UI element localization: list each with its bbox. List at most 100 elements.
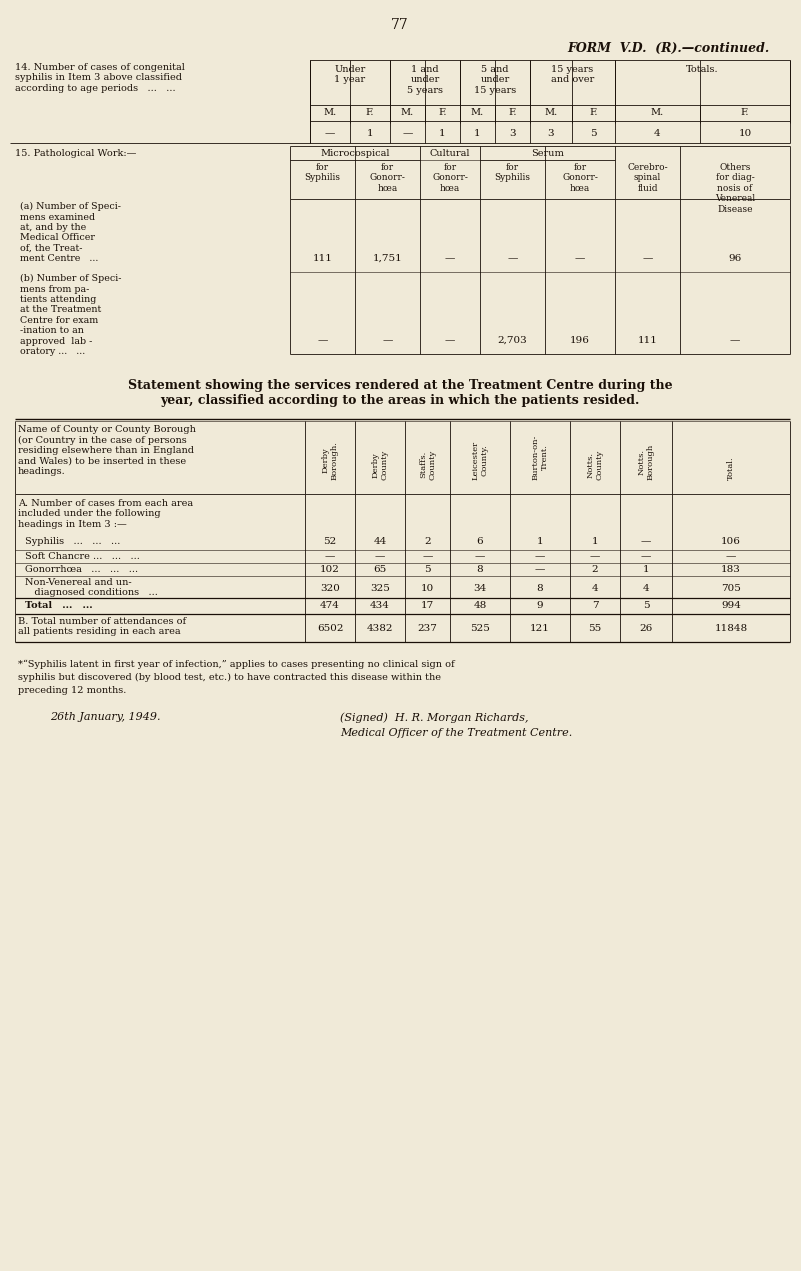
Text: 106: 106 (721, 538, 741, 547)
Text: Staffs.
County: Staffs. County (419, 450, 436, 480)
Text: 11848: 11848 (714, 624, 747, 633)
Text: —: — (445, 336, 455, 344)
Text: Serum: Serum (531, 149, 564, 158)
Text: 14. Number of cases of congenital
syphilis in Item 3 above classified
according : 14. Number of cases of congenital syphil… (15, 64, 185, 93)
Text: 4: 4 (592, 583, 598, 594)
Text: 9: 9 (537, 601, 543, 610)
Text: Medical Officer of the Treatment Centre.: Medical Officer of the Treatment Centre. (340, 728, 572, 738)
Text: year, classified according to the areas in which the patients resided.: year, classified according to the areas … (160, 394, 640, 407)
Text: 474: 474 (320, 601, 340, 610)
Text: —: — (507, 254, 517, 263)
Text: Syphilis   ...   ...   ...: Syphilis ... ... ... (25, 538, 120, 547)
Text: 320: 320 (320, 583, 340, 594)
Text: 1,751: 1,751 (372, 254, 402, 263)
Text: *“Syphilis latent in first year of infection,” applies to cases presenting no cl: *“Syphilis latent in first year of infec… (18, 660, 455, 670)
Text: 1: 1 (592, 538, 598, 547)
Text: —: — (475, 552, 485, 561)
Text: for
Gonorr-
hœa: for Gonorr- hœa (432, 163, 468, 193)
Text: 1: 1 (642, 566, 650, 574)
Text: F.: F. (509, 108, 517, 117)
Text: 8: 8 (537, 583, 543, 594)
Text: 1 and
under
5 years: 1 and under 5 years (407, 65, 443, 95)
Text: F.: F. (438, 108, 447, 117)
Text: M.: M. (545, 108, 557, 117)
Text: 3: 3 (548, 128, 554, 139)
Text: F.: F. (366, 108, 374, 117)
Text: Notts.
County: Notts. County (586, 450, 604, 480)
Text: Notts.
Borough: Notts. Borough (638, 444, 654, 480)
Text: 65: 65 (373, 566, 387, 574)
Text: 5: 5 (425, 566, 431, 574)
Text: 6502: 6502 (316, 624, 344, 633)
Text: M.: M. (324, 108, 336, 117)
Text: —: — (325, 128, 335, 139)
Text: Microcospical: Microcospical (320, 149, 390, 158)
Text: 4: 4 (654, 128, 661, 139)
Text: for
Gonorr-
hœa: for Gonorr- hœa (369, 163, 405, 193)
Text: 111: 111 (638, 336, 658, 344)
Text: Derby
County: Derby County (372, 450, 388, 480)
Text: 237: 237 (417, 624, 437, 633)
Text: 8: 8 (477, 566, 483, 574)
Text: 55: 55 (589, 624, 602, 633)
Text: Gonorrhœa   ...   ...   ...: Gonorrhœa ... ... ... (25, 566, 138, 574)
Text: 17: 17 (421, 601, 434, 610)
Text: 4382: 4382 (367, 624, 393, 633)
Text: 52: 52 (324, 538, 336, 547)
Text: preceding 12 months.: preceding 12 months. (18, 686, 127, 695)
Text: 6: 6 (477, 538, 483, 547)
Text: 434: 434 (370, 601, 390, 610)
Text: —: — (641, 538, 651, 547)
Text: (Signed)  H. R. Morgan Richards,: (Signed) H. R. Morgan Richards, (340, 712, 529, 722)
Text: 5: 5 (590, 128, 597, 139)
Text: 7: 7 (592, 601, 598, 610)
Text: Total.: Total. (727, 456, 735, 480)
Text: 15 years
and over: 15 years and over (551, 65, 594, 84)
Text: —: — (382, 336, 392, 344)
Text: 705: 705 (721, 583, 741, 594)
Text: F.: F. (590, 108, 598, 117)
Text: 2: 2 (425, 538, 431, 547)
Text: Cultural: Cultural (430, 149, 470, 158)
Text: Leicester
County.: Leicester County. (472, 441, 489, 480)
Text: 2: 2 (592, 566, 598, 574)
Text: 26th January, 1949.: 26th January, 1949. (50, 712, 160, 722)
Text: 1: 1 (474, 128, 481, 139)
Text: F.: F. (741, 108, 749, 117)
Text: —: — (402, 128, 413, 139)
Text: Total   ...   ...: Total ... ... (25, 601, 93, 610)
Text: 5: 5 (642, 601, 650, 610)
Text: Statement showing the services rendered at the Treatment Centre during the: Statement showing the services rendered … (127, 379, 672, 391)
Text: —: — (575, 254, 586, 263)
Text: (b) Number of Speci-
mens from pa-
tients attending
at the Treatment
Centre for : (b) Number of Speci- mens from pa- tient… (20, 275, 122, 356)
Text: —: — (535, 552, 545, 561)
Text: 10: 10 (421, 583, 434, 594)
Text: for
Syphilis: for Syphilis (494, 163, 530, 183)
Text: 111: 111 (312, 254, 332, 263)
Text: Others
for diag-
nosis of
Venereal
Disease: Others for diag- nosis of Venereal Disea… (715, 163, 755, 214)
Text: 1: 1 (367, 128, 373, 139)
Text: M.: M. (651, 108, 664, 117)
Text: —: — (590, 552, 600, 561)
Text: 196: 196 (570, 336, 590, 344)
Text: 3: 3 (509, 128, 516, 139)
Text: 4: 4 (642, 583, 650, 594)
Text: 26: 26 (639, 624, 653, 633)
Text: for
Syphilis: for Syphilis (304, 163, 340, 183)
Text: 102: 102 (320, 566, 340, 574)
Text: Non-Venereal and un-
   diagnosed conditions   ...: Non-Venereal and un- diagnosed condition… (25, 578, 158, 597)
Text: —: — (375, 552, 385, 561)
Text: Under
1 year: Under 1 year (334, 65, 365, 84)
Text: Burton-on-
Trent.: Burton-on- Trent. (531, 435, 549, 480)
Text: 183: 183 (721, 566, 741, 574)
Text: —: — (445, 254, 455, 263)
Text: 44: 44 (373, 538, 387, 547)
Text: B. Total number of attendances of
all patients residing in each area: B. Total number of attendances of all pa… (18, 616, 186, 637)
Text: —: — (325, 552, 335, 561)
Text: 5 and
under
15 years: 5 and under 15 years (474, 65, 516, 95)
Text: 34: 34 (473, 583, 487, 594)
Text: M.: M. (400, 108, 414, 117)
Text: —: — (535, 566, 545, 574)
Text: 48: 48 (473, 601, 487, 610)
Text: —: — (726, 552, 736, 561)
